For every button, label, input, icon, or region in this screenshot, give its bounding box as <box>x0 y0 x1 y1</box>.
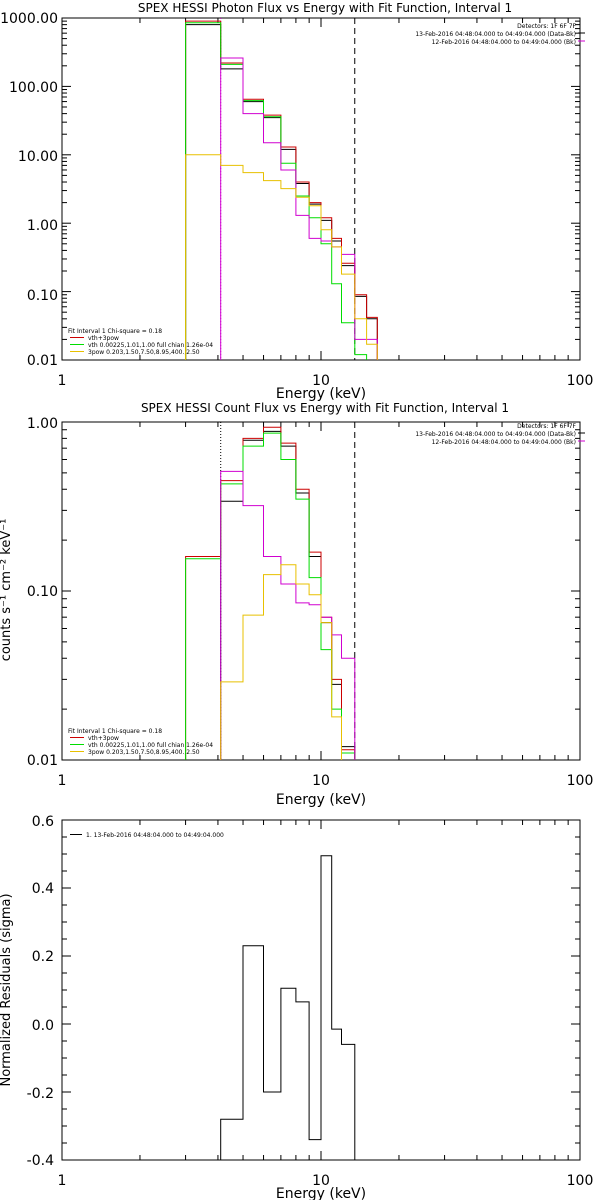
panel-3-plot <box>61 819 581 1161</box>
panel-3-ytick-label-0: 0.6 <box>32 814 54 830</box>
panel-1-ytick-label-5: 0.01 <box>27 353 58 369</box>
panel-2-ylabel: counts s⁻¹ cm⁻² keV⁻¹ <box>0 519 14 662</box>
panel-2-legend-label-2: 3pow 0.203,1.50,7.50,8.95,400.,2.50 <box>88 749 200 756</box>
panel-1-series-4 <box>185 154 378 360</box>
panel-3-ytick-label-4: -0.2 <box>27 1086 54 1102</box>
panel-3-ytick-label-1: 0.4 <box>32 881 54 897</box>
panel-3-ytick-label-2: 0.2 <box>32 949 54 965</box>
panel-1-fit-text: Fit Interval 1 Chi-square = 0.18 <box>68 328 162 335</box>
panel-1-ytick-label-0: 1000.00 <box>0 11 58 27</box>
panel-1-xtick-label-0: 1 <box>58 373 67 389</box>
panel-2-series-4 <box>220 564 342 760</box>
panel-2-ytick-label-2: 0.01 <box>27 753 58 769</box>
panel-2-bk-interval: 12-Feb-2016 04:48:04.000 to 04:49:04.000… <box>432 439 576 446</box>
panel-3-legend-label-0: 1. 13-Feb-2016 04:48:04.000 to 04:49:04.… <box>86 832 224 839</box>
panel-3-xtick-label-0: 1 <box>58 1173 67 1189</box>
panel-1-title: SPEX HESSI Photon Flux vs Energy with Fi… <box>138 1 512 15</box>
panel-1-xtick-label-1: 10 <box>312 373 330 389</box>
panel-2-xtick-label-1: 10 <box>312 773 330 789</box>
panel-2-data-interval: 13-Feb-2016 04:48:04.000 to 04:49:04.000… <box>415 431 576 438</box>
panel-2-legend-label-1: vth 0.00225,1.01,1.00 full chian 1.26e-0… <box>88 742 213 749</box>
panel-3-xlabel: Energy (keV) <box>276 1186 366 1200</box>
panel-3-series-0 <box>220 855 356 1160</box>
panel-2-plot <box>61 421 585 761</box>
panel-2-series-0 <box>220 430 356 760</box>
panel-1-ytick-label-4: 0.10 <box>27 288 58 304</box>
panel-2-legend-label-0: vth+3pow <box>88 735 119 742</box>
panel-3-xtick-label-1: 10 <box>312 1173 330 1189</box>
panel-1-ytick-label-2: 10.00 <box>18 149 58 165</box>
panel-2-xlabel: Energy (keV) <box>276 792 366 808</box>
panel-2-ytick-label-0: 1.00 <box>27 416 58 432</box>
panel-3-ytick-label-5: -0.4 <box>27 1153 54 1169</box>
panel-3-ytick-label-3: 0.0 <box>32 1018 54 1034</box>
panel-2-title: SPEX HESSI Count Flux vs Energy with Fit… <box>141 401 509 415</box>
panel-count-flux: SPEX HESSI Count Flux vs Energy with Fit… <box>0 401 593 808</box>
panel-3-xtick-label-2: 100 <box>567 1173 594 1189</box>
panel-photon-flux: SPEX HESSI Photon Flux vs Energy with Fi… <box>0 1 593 402</box>
panel-1-plot <box>61 17 585 361</box>
panel-2-detectors: Detectors: 1F 6F 7F <box>517 423 576 430</box>
panel-2-xtick-label-0: 1 <box>58 773 67 789</box>
panel-residuals: 1. 13-Feb-2016 04:48:04.000 to 04:49:04.… <box>0 814 594 1202</box>
panel-1-ytick-label-3: 1.00 <box>27 218 58 234</box>
panel-2-series-2 <box>185 432 356 760</box>
panel-1-xlabel: Energy (keV) <box>276 386 366 402</box>
panel-2-series-3 <box>220 470 356 760</box>
panel-2-xtick-label-2: 100 <box>567 773 594 789</box>
panel-1-series-2 <box>185 22 368 360</box>
panel-2-fit-text: Fit Interval 1 Chi-square = 0.18 <box>68 728 162 735</box>
panel-1-data-interval: 13-Feb-2016 04:48:04.000 to 04:49:04.000… <box>415 31 576 38</box>
panel-2-ytick-label-1: 0.10 <box>27 584 58 600</box>
panel-1-detectors: Detectors: 1F 6F 7F <box>517 23 576 30</box>
panel-1-legend-label-1: vth 0.00225,1.01,1.00 full chian 1.26e-0… <box>88 342 213 349</box>
panel-1-legend-label-0: vth+3pow <box>88 335 119 342</box>
panel-3-ylabel: Normalized Residuals (sigma) <box>0 893 14 1086</box>
panel-1-legend-label-2: 3pow 0.203,1.50,7.50,8.95,400.,2.50 <box>88 349 200 356</box>
panel-1-xtick-label-2: 100 <box>567 373 594 389</box>
panel-1-ytick-label-1: 100.00 <box>9 80 58 96</box>
panel-1-bk-interval: 12-Feb-2016 04:48:04.000 to 04:49:04.000… <box>432 39 576 46</box>
